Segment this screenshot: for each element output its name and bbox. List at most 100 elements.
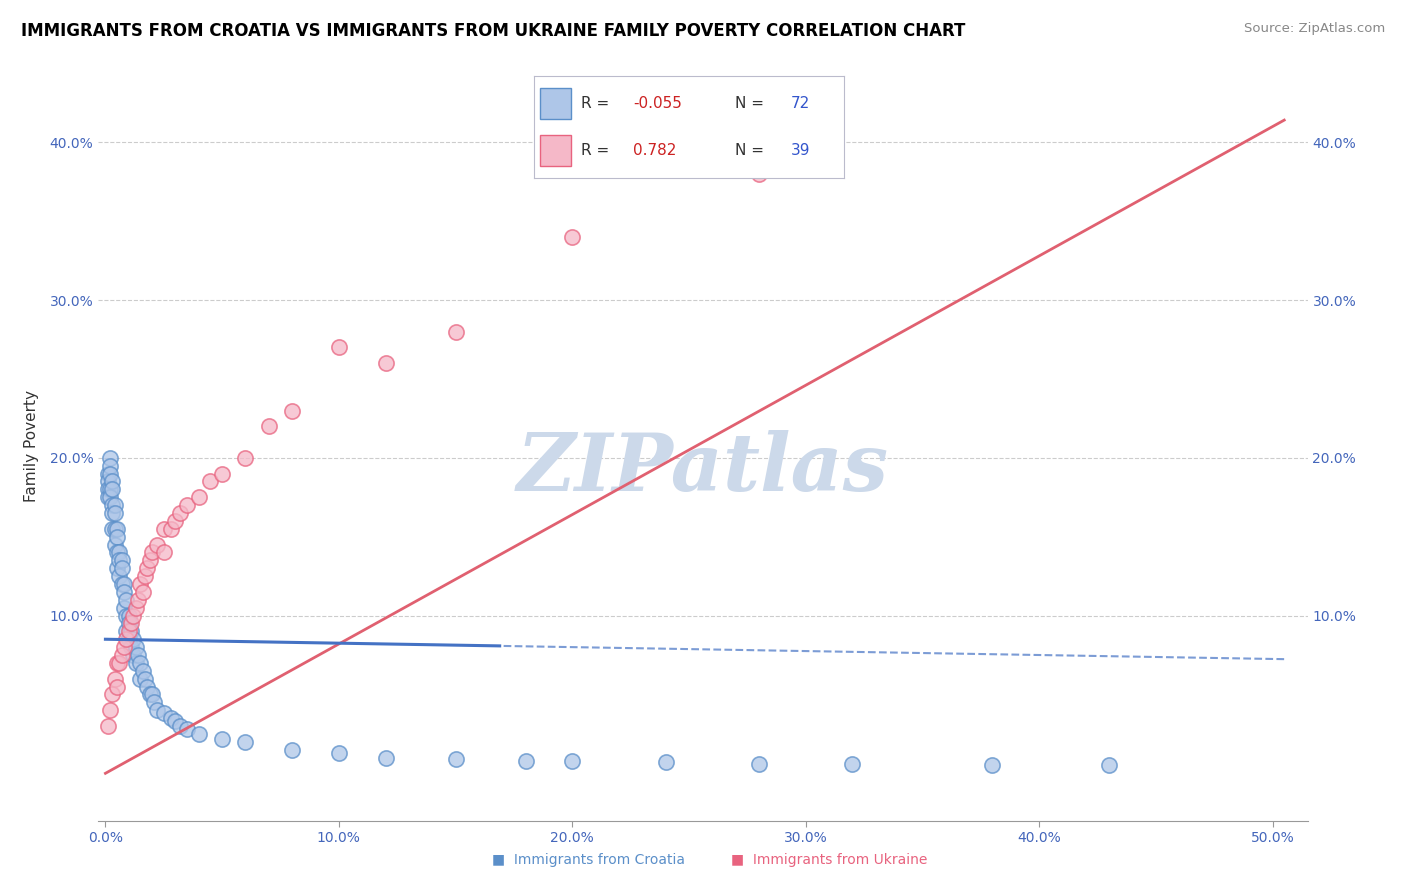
Text: ■  Immigrants from Croatia: ■ Immigrants from Croatia: [492, 853, 685, 867]
Point: [152, 522, 174, 536]
Point: [112, 600, 135, 615]
Text: N =: N =: [735, 96, 769, 111]
Point: [101, 483, 124, 497]
Point: [127, 648, 149, 662]
Text: 0.782: 0.782: [633, 144, 676, 158]
Point: [125, 600, 148, 615]
Point: [143, 695, 166, 709]
Point: [105, 545, 128, 559]
Point: [1098, 758, 1121, 772]
Point: [97, 490, 120, 504]
Point: [152, 545, 174, 559]
Point: [104, 538, 127, 552]
Point: [101, 475, 124, 489]
Point: [141, 545, 163, 559]
Point: [515, 754, 537, 768]
Point: [169, 719, 191, 733]
Point: [561, 754, 583, 768]
Point: [211, 467, 233, 481]
Point: [105, 680, 128, 694]
Text: -0.055: -0.055: [633, 96, 682, 111]
Point: [235, 735, 257, 749]
Point: [139, 688, 162, 702]
Point: [101, 506, 124, 520]
Point: [654, 756, 676, 770]
Point: [118, 632, 141, 647]
Point: [105, 561, 128, 575]
Point: [281, 742, 304, 756]
Text: ZIPatlas: ZIPatlas: [517, 430, 889, 508]
Text: R =: R =: [581, 96, 614, 111]
Text: N =: N =: [735, 144, 769, 158]
Point: [104, 522, 127, 536]
Point: [748, 756, 770, 771]
Point: [105, 530, 128, 544]
Point: [176, 498, 198, 512]
Point: [981, 758, 1004, 772]
Point: [111, 648, 134, 662]
Point: [108, 553, 131, 567]
Point: [104, 506, 127, 520]
Point: [111, 577, 134, 591]
Point: [127, 592, 149, 607]
Point: [187, 727, 209, 741]
Point: [146, 538, 169, 552]
Point: [122, 648, 145, 662]
Point: [374, 750, 396, 764]
Point: [122, 608, 145, 623]
Point: [118, 608, 141, 623]
Point: [108, 569, 131, 583]
Point: [132, 664, 155, 678]
Point: [152, 706, 174, 721]
Point: [165, 514, 187, 528]
Point: [101, 522, 124, 536]
Point: [105, 522, 128, 536]
Point: [841, 756, 863, 771]
Point: [111, 553, 134, 567]
Text: IMMIGRANTS FROM CROATIA VS IMMIGRANTS FROM UKRAINE FAMILY POVERTY CORRELATION CH: IMMIGRANTS FROM CROATIA VS IMMIGRANTS FR…: [21, 22, 966, 40]
Point: [129, 577, 152, 591]
Point: [257, 419, 280, 434]
Point: [104, 672, 127, 686]
Point: [176, 722, 198, 736]
Point: [101, 498, 124, 512]
Text: 72: 72: [792, 96, 810, 111]
Point: [132, 585, 155, 599]
Point: [115, 608, 138, 623]
Point: [141, 688, 163, 702]
Point: [134, 569, 156, 583]
Point: [444, 752, 467, 766]
Point: [159, 522, 181, 536]
Point: [98, 703, 121, 717]
Point: [165, 714, 187, 729]
Point: [105, 656, 128, 670]
Point: [112, 577, 135, 591]
Text: Source: ZipAtlas.com: Source: ZipAtlas.com: [1244, 22, 1385, 36]
Y-axis label: Family Poverty: Family Poverty: [24, 390, 38, 502]
Point: [159, 711, 181, 725]
Point: [748, 167, 770, 181]
Point: [112, 585, 135, 599]
Point: [111, 561, 134, 575]
Point: [98, 450, 121, 465]
Point: [211, 731, 233, 746]
Bar: [540, 88, 571, 119]
Point: [97, 483, 120, 497]
Point: [115, 624, 138, 639]
Point: [118, 624, 141, 639]
Point: [120, 624, 142, 639]
Point: [187, 490, 209, 504]
Point: [118, 616, 141, 631]
Point: [139, 553, 162, 567]
Point: [115, 592, 138, 607]
Point: [328, 340, 350, 354]
Point: [97, 719, 120, 733]
Point: [120, 640, 142, 654]
Point: [97, 467, 120, 481]
Point: [104, 498, 127, 512]
Point: [108, 656, 131, 670]
Point: [129, 656, 152, 670]
Point: [200, 475, 222, 489]
Point: [125, 640, 148, 654]
Point: [98, 490, 121, 504]
